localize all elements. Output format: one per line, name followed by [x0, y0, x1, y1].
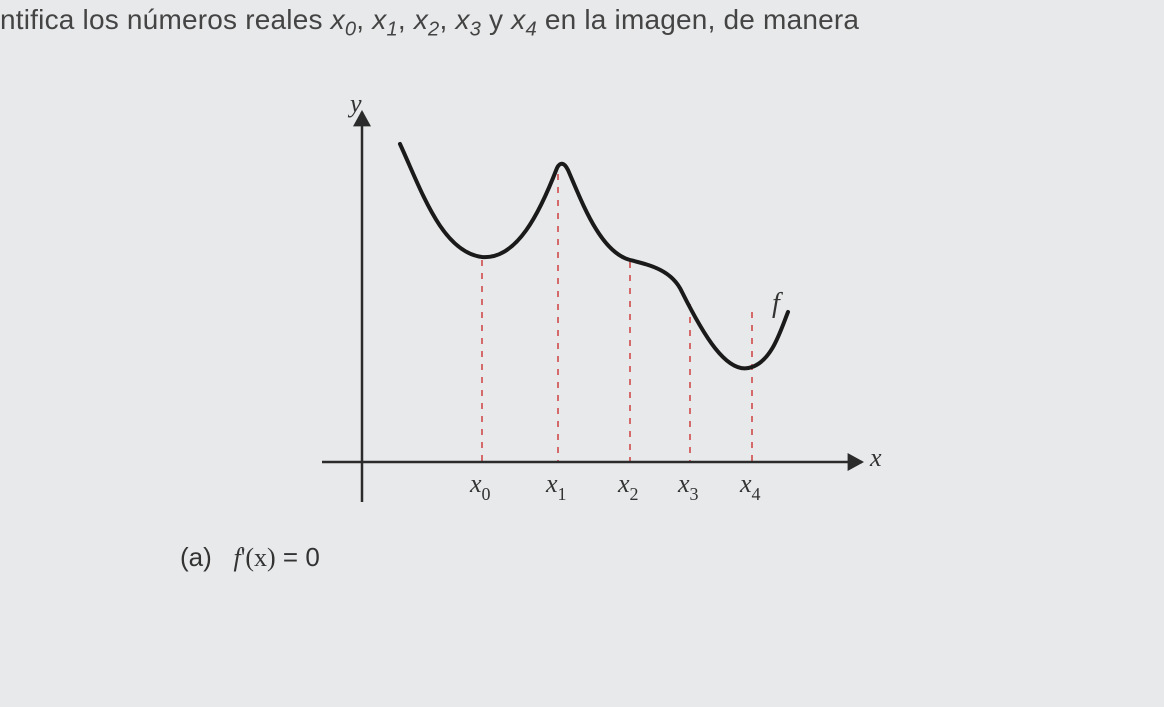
part-a-eq: = 0	[276, 542, 320, 572]
q-join-0: ,	[356, 4, 372, 35]
part-a-func: f	[233, 543, 240, 572]
tick-label-0: x0	[469, 469, 491, 504]
q-prefix: ntifica los números reales	[0, 4, 331, 35]
q-sub-2: 2	[428, 19, 439, 41]
part-a: (a) f'(x) = 0	[0, 542, 1164, 573]
function-label: f	[772, 288, 783, 319]
tick-label-4: x4	[739, 469, 761, 504]
q-join-1: ,	[398, 4, 414, 35]
y-axis-label: y	[347, 89, 362, 118]
q-sub-1: 1	[386, 19, 397, 41]
q-var-2: x	[414, 4, 428, 35]
x-axis-label: x	[869, 443, 882, 472]
q-sub-4: 4	[525, 19, 536, 41]
function-curve	[400, 144, 788, 368]
part-a-label: (a)	[180, 542, 212, 572]
q-var-3: x	[455, 4, 469, 35]
q-join-3: y	[481, 4, 511, 35]
q-suffix: en la imagen, de manera	[537, 4, 859, 35]
x-axis-arrow-icon	[848, 453, 864, 471]
tick-label-3: x3	[677, 469, 699, 504]
tick-label-2: x2	[617, 469, 639, 504]
q-join-2: ,	[439, 4, 455, 35]
q-sub-0: 0	[345, 19, 356, 41]
q-var-4: x	[511, 4, 525, 35]
q-var-0: x	[331, 4, 345, 35]
tick-label-1: x1	[545, 469, 567, 504]
question-text: ntifica los números reales x0, x1, x2, x…	[0, 0, 1164, 42]
q-var-1: x	[372, 4, 386, 35]
part-a-arg: (x)	[245, 543, 275, 572]
chart-container: y x f x0 x1 x2 x3 x4	[0, 82, 1164, 512]
q-sub-3: 3	[470, 19, 481, 41]
function-chart: y x f x0 x1 x2 x3 x4	[282, 82, 882, 512]
